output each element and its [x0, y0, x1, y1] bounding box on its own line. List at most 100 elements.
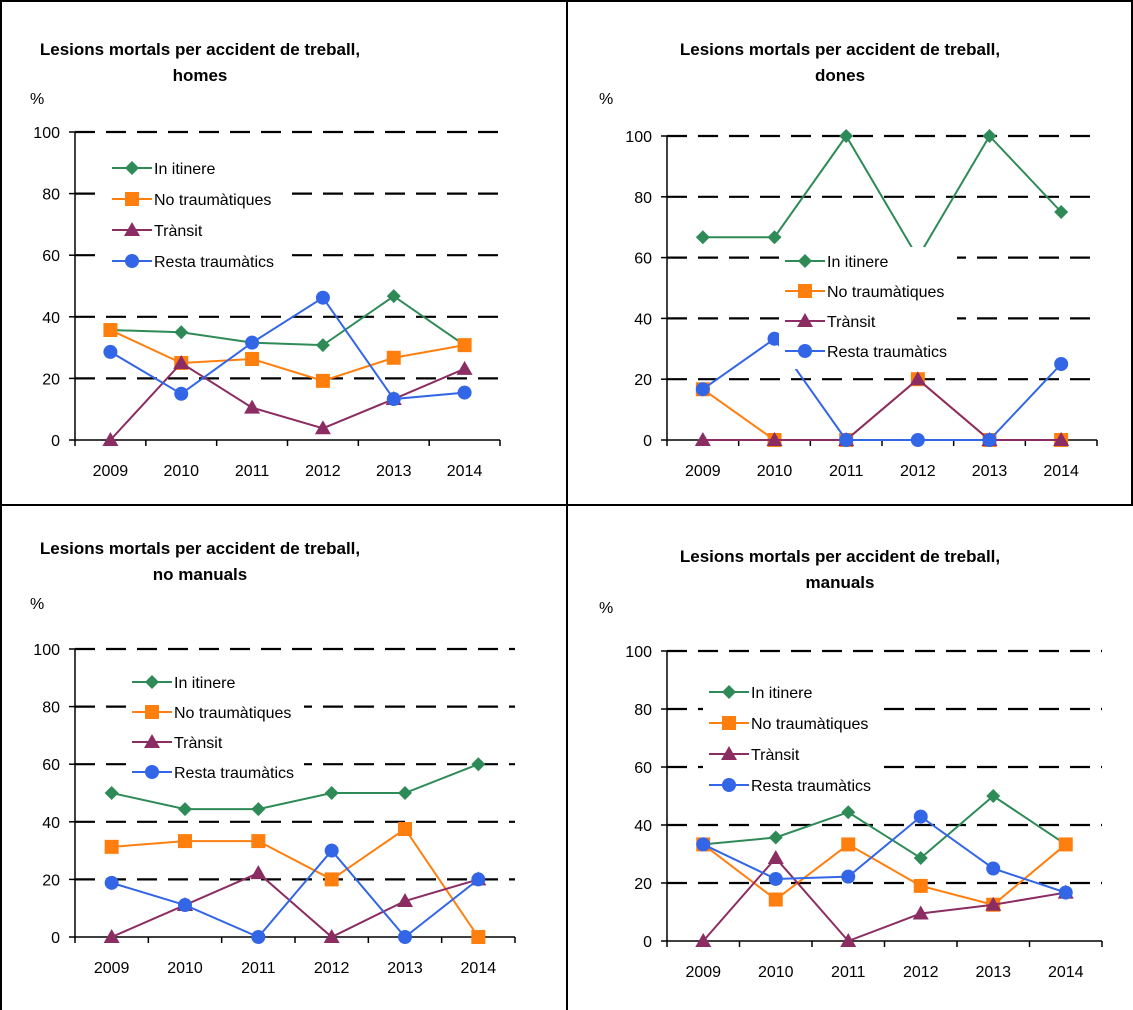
point-transit-2013: [397, 893, 413, 907]
y-tick-label-40: 40: [634, 818, 652, 835]
series-line-transit: [702, 377, 1062, 441]
y-tick-label-40: 40: [42, 310, 60, 327]
point-transit-2010: [767, 850, 784, 865]
x-tick-label-2013: 2013: [972, 463, 1008, 480]
y-tick-label-0: 0: [51, 433, 60, 450]
series-transit: [103, 865, 487, 943]
point-transit-2010: [766, 432, 783, 446]
x-tick-label-2012: 2012: [305, 463, 341, 480]
legend-marker-no-traumatiques: [125, 192, 139, 206]
y-tick-label-100: 100: [625, 129, 652, 146]
point-resta-traumatics-2012: [324, 843, 339, 858]
point-transit-2009: [694, 432, 711, 446]
chart-panel-dones: Lesions mortals per accident de treball,…: [567, 0, 1133, 505]
point-resta-traumatics-2010: [178, 898, 192, 913]
chart-subtitle: manuals: [806, 573, 875, 592]
point-transit-2010: [173, 355, 190, 369]
x-tick-label-2010: 2010: [167, 960, 203, 977]
series-line-resta-traumatics: [702, 815, 1067, 894]
point-in-itinere-2009: [695, 230, 710, 245]
y-tick-label-60: 60: [42, 248, 60, 265]
x-tick-label-2013: 2013: [387, 960, 423, 977]
legend-marker-transit: [721, 746, 737, 760]
point-resta-traumatics-2011: [841, 869, 856, 884]
series-line-resta-traumatics: [702, 337, 1062, 441]
legend-marker-no-traumatiques: [798, 284, 812, 298]
x-tick-label-2012: 2012: [314, 960, 350, 977]
point-in-itinere-2012: [324, 786, 339, 800]
point-resta-traumatics-2013: [982, 433, 997, 447]
y-tick-label-80: 80: [634, 702, 652, 719]
x-tick-label-2012: 2012: [903, 964, 939, 981]
point-resta-traumatics-2011: [245, 335, 260, 350]
point-transit-2012: [909, 371, 926, 386]
point-resta-traumatics-2014: [1058, 885, 1073, 900]
legend-label-transit: Trànsit: [751, 747, 800, 764]
point-in-itinere-2013: [986, 789, 1001, 803]
legend-label-no-traumatiques: No traumàtiques: [751, 716, 868, 733]
y-tick-label-40: 40: [634, 311, 652, 328]
chart-svg: Lesions mortals per accident de treball,…: [30, 40, 501, 480]
x-tick-label-2011: 2011: [831, 964, 866, 981]
point-in-itinere-2010: [178, 802, 192, 817]
series-in-itinere: [104, 757, 486, 817]
y-tick-label-0: 0: [643, 433, 652, 450]
legend-marker-in-itinere: [722, 685, 736, 699]
legend-label-in-itinere: In itinere: [154, 161, 215, 178]
point-in-itinere-2011: [251, 802, 266, 817]
series-line-no-traumatiques: [702, 843, 1067, 906]
series-line-transit: [109, 361, 465, 441]
series-resta-traumatics: [695, 331, 1069, 447]
legend-label-transit: Trànsit: [174, 735, 223, 752]
series-transit: [102, 355, 473, 446]
x-tick-label-2014: 2014: [461, 960, 497, 977]
series-no-traumatiques: [104, 822, 486, 944]
chart-svg: Lesions mortals per accident de treball,…: [599, 40, 1098, 480]
point-transit-2013: [985, 896, 1002, 911]
y-tick-label-20: 20: [42, 872, 60, 889]
point-in-itinere-2009: [104, 786, 119, 800]
point-no-traumatiques-2011: [841, 837, 856, 852]
point-transit-2012: [912, 905, 929, 920]
point-resta-traumatics-2013: [986, 861, 1001, 876]
series-line-in-itinere: [111, 763, 479, 811]
point-no-traumatiques-2013: [398, 822, 412, 836]
y-axis-label: %: [30, 91, 44, 108]
x-tick-label-2011: 2011: [829, 463, 864, 480]
point-transit-2014: [456, 360, 473, 375]
legend-marker-in-itinere: [125, 161, 139, 175]
chart-subtitle: no manuals: [153, 565, 247, 584]
series-resta-traumatics: [696, 809, 1073, 900]
point-resta-traumatics-2009: [103, 344, 118, 359]
point-in-itinere-2013: [398, 786, 412, 800]
point-transit-2009: [695, 933, 712, 947]
legend-marker-resta-traumatics: [145, 765, 159, 779]
x-tick-label-2011: 2011: [241, 960, 276, 977]
point-in-itinere-2011: [841, 805, 856, 820]
x-tick-label-2012: 2012: [900, 463, 936, 480]
series-resta-traumatics: [103, 290, 472, 407]
legend: In itinere No traumàtiques Trànsit Resta tr…: [106, 154, 284, 280]
point-no-traumatiques-2012: [913, 878, 928, 893]
x-tick-label-2014: 2014: [1043, 463, 1079, 480]
point-resta-traumatics-2013: [386, 392, 401, 407]
legend-label-in-itinere: In itinere: [751, 685, 812, 702]
y-tick-label-100: 100: [625, 644, 652, 661]
x-tick-label-2009: 2009: [94, 960, 130, 977]
chart-panel-manuals: Lesions mortals per accident de treball,…: [567, 505, 1133, 1010]
y-tick-label-80: 80: [634, 190, 652, 207]
series-line-in-itinere: [703, 794, 1067, 860]
point-resta-traumatics-2010: [767, 331, 782, 346]
point-in-itinere-2012: [913, 851, 928, 866]
point-in-itinere-2010: [768, 830, 783, 845]
legend-marker-transit: [144, 734, 160, 748]
legend-label-transit: Trànsit: [154, 223, 203, 240]
legend-marker-in-itinere: [145, 675, 159, 689]
point-in-itinere-2011: [839, 129, 854, 143]
chart-title: Lesions mortals per accident de treball,: [40, 539, 360, 558]
point-no-traumatiques-2014: [471, 930, 486, 944]
y-tick-label-60: 60: [42, 757, 60, 774]
point-in-itinere-2013: [386, 289, 401, 304]
series-line-transit: [111, 871, 479, 939]
series-line-resta-traumatics: [111, 849, 479, 939]
